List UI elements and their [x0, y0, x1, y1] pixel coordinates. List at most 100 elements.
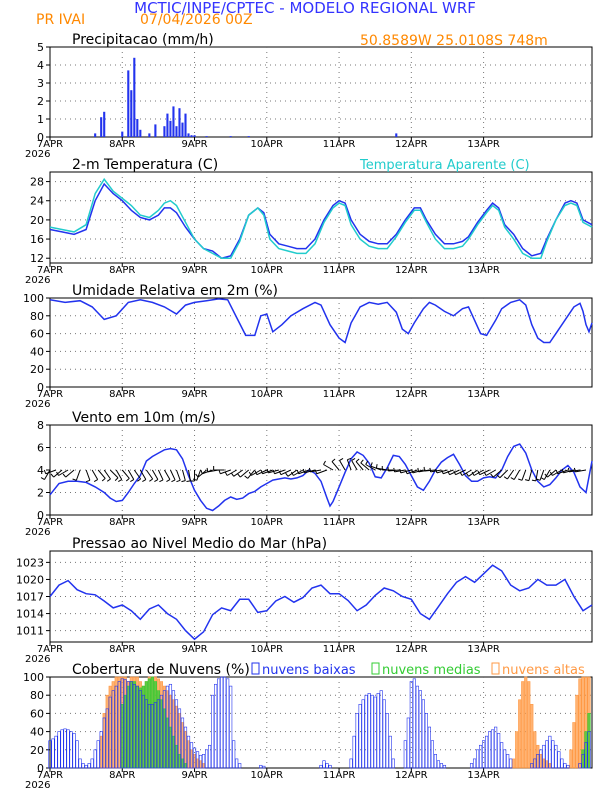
wind-barb-feather [347, 457, 352, 461]
cloud-low-bar [436, 760, 441, 769]
wind-barb-feather [471, 471, 475, 476]
cloud-low-bar [48, 740, 52, 769]
wind-barb [492, 469, 502, 478]
cloud-low-bar [530, 763, 534, 769]
precip-bar [193, 135, 196, 137]
cloud-low-bar [84, 764, 88, 769]
y-tick-label: 20 [30, 363, 44, 376]
wind-barb [461, 469, 472, 476]
precip-bar [181, 122, 184, 137]
wind-barb [506, 469, 515, 480]
precip-bar [184, 113, 187, 137]
wind-barb [360, 462, 370, 471]
y-tick-label: 0 [37, 762, 44, 775]
wind-barb-feather [339, 458, 344, 461]
cloud-low-bar [229, 685, 233, 769]
wind-barb [346, 459, 352, 471]
x-tick-label: 10APR [251, 644, 284, 655]
cloud-low-bar [90, 758, 94, 769]
cloud-low-bar [141, 694, 145, 769]
wind-barb-feather [171, 479, 176, 483]
cloud-low-bar [93, 749, 97, 769]
cloud-high-bar [521, 681, 525, 769]
cloud-low-bar [388, 735, 392, 769]
wind-barb-feather [118, 479, 122, 482]
cloud-low-bar [60, 729, 64, 769]
precip-bar [395, 133, 398, 137]
x-tick-label: 13APR [467, 389, 500, 400]
wind-barb [365, 464, 376, 471]
cloud-low-bar [198, 754, 203, 769]
cloud-low-bar [361, 699, 365, 769]
cloud-low-bar [557, 751, 561, 769]
precip-bar [187, 133, 190, 137]
wind-barb [65, 469, 75, 478]
cloud-high-bar [575, 694, 579, 769]
legend-label: nuvens medias [382, 663, 481, 678]
cloud-low-bar [211, 694, 215, 769]
x-tick-label: 12APR [395, 770, 428, 781]
y-tick-label: 8 [37, 419, 44, 432]
cloud-low-bar [87, 763, 91, 769]
wind-barb-feather [85, 479, 91, 483]
cloud-low-bar [63, 728, 67, 769]
wind-barb-feather [290, 471, 294, 476]
precip-bar [229, 136, 232, 137]
precip-bar [190, 135, 193, 137]
wind-barb-feather [266, 468, 269, 473]
wind-barb-feather [453, 470, 457, 475]
cloud-low-bar [123, 679, 127, 769]
wind-barb [44, 469, 51, 480]
y-tick-label: 80 [30, 310, 44, 323]
cloud-high-bar [515, 731, 519, 769]
cloud-low-bar [421, 699, 425, 769]
precip-bar [136, 119, 139, 137]
cloud-low-bar [189, 742, 194, 769]
series-line-2-m-temperatura-c- [49, 182, 593, 260]
wind-barb-feather [393, 467, 395, 472]
x-tick-label: 9APR [181, 265, 207, 276]
cloud-low-bar [259, 764, 263, 769]
cloud-low-bar [442, 764, 447, 769]
cloud-low-bar [159, 694, 163, 769]
wind-barb-feather [260, 469, 263, 474]
cloud-low-bar [536, 754, 540, 769]
precip-bar [166, 113, 169, 137]
panel-frame [49, 297, 593, 388]
x-tick-label: 12APR [395, 265, 428, 276]
wind-barb-feather [503, 476, 508, 480]
wind-barb-feather [200, 469, 203, 474]
wind-barb [127, 469, 135, 480]
wind-barb-feather [314, 469, 318, 474]
wind-barb-feather [244, 475, 249, 479]
cloud-low-bar [475, 749, 480, 769]
cloud-low-bar [66, 729, 70, 769]
wind-barb-feather [278, 470, 282, 475]
panel-precip: 7APR 8APR 9APR 10APR 11APR 12APR 13APR 2026 0 1 2 3… [25, 32, 593, 160]
cloud-high-bar [530, 703, 534, 769]
legend-swatch [371, 662, 380, 675]
cloud-low-bar [177, 708, 182, 769]
wind-barb-feather [435, 468, 438, 473]
wind-barb [499, 469, 509, 479]
series-line-vento-em-10m-m-s- [49, 443, 593, 512]
wind-barb [188, 469, 191, 481]
wind-barb [528, 469, 533, 481]
cloud-low-bar [500, 742, 504, 769]
x-tick-label: 8APR [109, 644, 135, 655]
cloud-high-bar [578, 678, 582, 769]
wind-barb [91, 469, 99, 480]
wind-barb-feather [159, 479, 164, 483]
panel-frame [49, 171, 593, 264]
wind-barb-feather [237, 473, 241, 478]
wind-barb-feather [125, 478, 130, 482]
cloud-low-bar [132, 683, 136, 769]
cloud-low-bar [355, 713, 359, 769]
x-tick-label: 12APR [395, 139, 428, 150]
legend-label: nuvens baixas [262, 663, 356, 678]
wind-barb-feather [524, 479, 530, 482]
x-tick-label: 7APR [37, 389, 63, 400]
wind-barb-feather [567, 467, 570, 472]
cloud-low-bar [542, 744, 546, 769]
y-tick-label: 0 [37, 381, 44, 394]
